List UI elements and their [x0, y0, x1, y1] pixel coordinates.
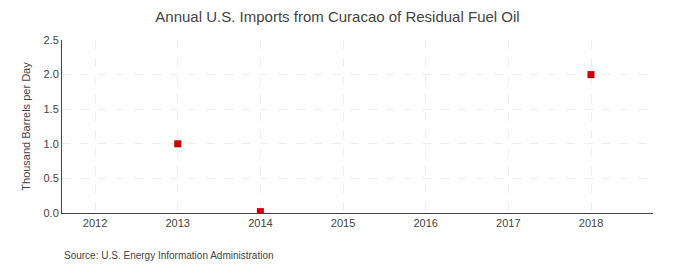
svg-text:2.0: 2.0: [44, 68, 59, 80]
svg-text:2017: 2017: [496, 217, 520, 229]
svg-text:0.5: 0.5: [44, 172, 59, 184]
svg-text:2.5: 2.5: [44, 34, 59, 46]
svg-text:2014: 2014: [248, 217, 272, 229]
svg-text:Thousand Barrels per Day: Thousand Barrels per Day: [20, 62, 32, 191]
svg-text:Source: U.S. Energy Informatio: Source: U.S. Energy Information Administ…: [64, 250, 274, 261]
svg-text:2018: 2018: [579, 217, 603, 229]
svg-text:2012: 2012: [83, 217, 107, 229]
svg-text:2016: 2016: [413, 217, 437, 229]
svg-text:0.0: 0.0: [44, 207, 59, 219]
svg-text:2013: 2013: [165, 217, 189, 229]
svg-text:1.5: 1.5: [44, 103, 59, 115]
svg-text:Annual U.S. Imports from Curac: Annual U.S. Imports from Curacao of Resi…: [155, 8, 519, 25]
svg-text:1.0: 1.0: [44, 138, 59, 150]
svg-text:2015: 2015: [331, 217, 355, 229]
